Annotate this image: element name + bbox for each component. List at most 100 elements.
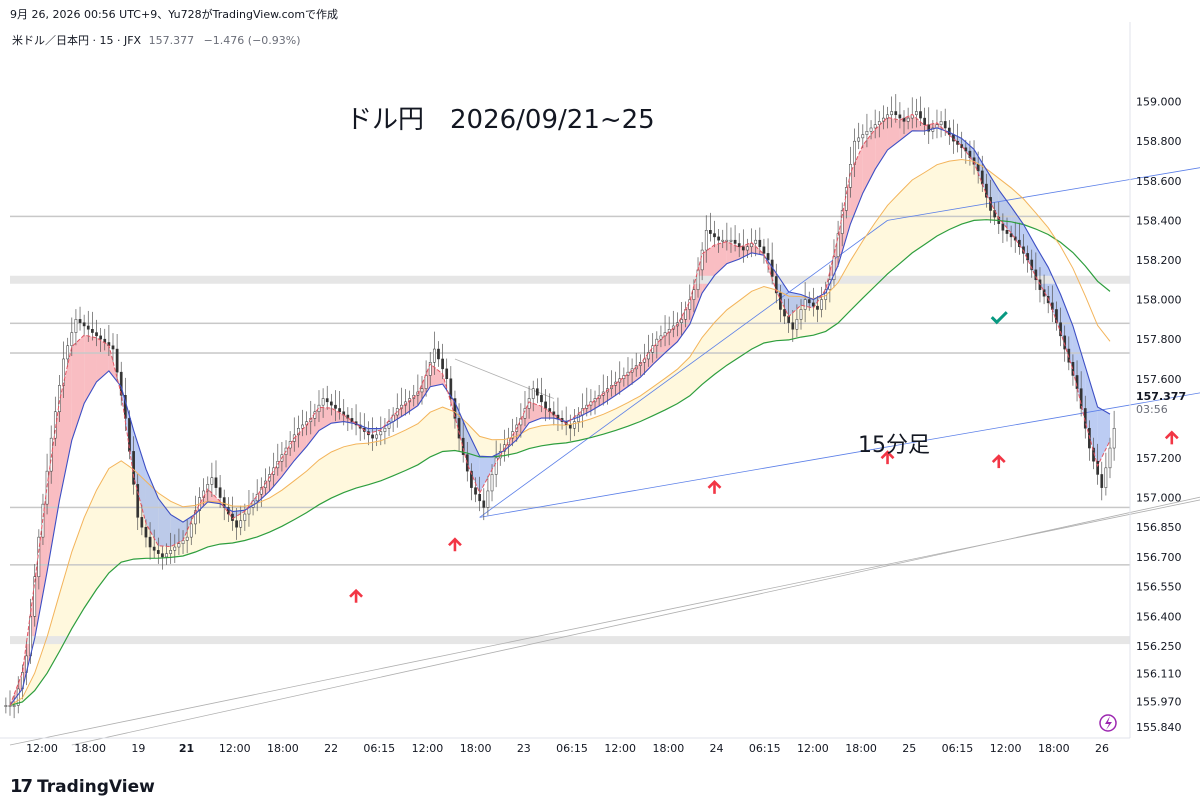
candle-body	[338, 408, 341, 412]
x-tick-label: 18:00	[74, 742, 106, 755]
candle-body	[758, 239, 762, 248]
candle-body	[132, 451, 135, 485]
candle-body	[568, 424, 572, 429]
candle-body	[527, 398, 531, 409]
price-tag-value: 157.377	[1136, 390, 1187, 403]
candle-body	[704, 230, 708, 251]
ema-cloud-up	[714, 241, 727, 276]
candle-body	[692, 289, 696, 300]
y-tick-label: 158.800	[1136, 135, 1182, 148]
candle-body	[927, 124, 931, 132]
candle-body	[470, 470, 473, 488]
candle-body	[235, 520, 238, 528]
candle-body	[923, 117, 926, 125]
candle-body	[762, 246, 766, 254]
candle-body	[321, 398, 325, 406]
y-tick-label: 159.000	[1136, 96, 1182, 109]
x-tick-label: 22	[324, 742, 338, 755]
candle-body	[16, 688, 20, 706]
candle-body	[301, 424, 304, 429]
y-tick-label: 155.970	[1136, 695, 1182, 708]
candle-body	[490, 474, 494, 492]
candle-body	[688, 299, 692, 310]
candle-body	[1009, 233, 1013, 238]
candle-body	[939, 121, 943, 125]
candle-body	[713, 233, 716, 238]
candle-body	[91, 329, 94, 333]
bolt-icon[interactable]	[1099, 714, 1117, 732]
candle-body	[1075, 375, 1079, 389]
creation-info: 9月 26, 2026 00:56 UTC+9、Yu728がTradingVie…	[10, 8, 339, 21]
ema-cloud-up	[331, 408, 344, 424]
candle-body	[746, 246, 749, 251]
candle-body	[259, 487, 263, 495]
candle-body	[906, 117, 910, 122]
candle-body	[836, 233, 840, 257]
candle-body	[943, 121, 947, 129]
candle-body	[717, 236, 720, 241]
candle-body	[585, 404, 589, 409]
candle-body	[218, 487, 222, 498]
candle-body	[276, 460, 280, 469]
y-tick-label: 158.000	[1136, 294, 1182, 307]
x-tick-label: 18:00	[460, 742, 492, 755]
candle-body	[898, 114, 902, 119]
y-tick-label: 158.200	[1136, 254, 1182, 267]
ema-long-line	[9, 219, 1111, 706]
symbol-legend[interactable]: 米ドル／日本円 · 15 · JFX 157.377 −1.476 (−0.93…	[12, 32, 301, 48]
x-tick-label: 18:00	[653, 742, 685, 755]
candle-body	[626, 371, 630, 376]
candle-body	[577, 414, 580, 422]
tv-logo-icon: 17	[10, 776, 33, 797]
trend-line	[479, 220, 888, 518]
x-tick-label: 12:00	[412, 742, 444, 755]
horizontal-zone	[10, 506, 1130, 509]
candle-body	[144, 526, 148, 538]
ema-cloud-down	[158, 498, 171, 547]
candle-body	[902, 117, 906, 122]
candle-body	[169, 550, 173, 554]
up-arrow-icon	[707, 480, 722, 494]
y-tick-label: 156.250	[1136, 640, 1182, 653]
candle-body	[432, 348, 436, 363]
x-tick-label: 12:00	[797, 742, 829, 755]
tradingview-logo[interactable]: 17 TradingView	[10, 776, 155, 797]
candle-body	[1030, 259, 1034, 271]
check-icon	[990, 311, 1008, 325]
candle-body	[1079, 388, 1083, 409]
candle-body	[865, 131, 869, 135]
candle-body	[1067, 348, 1071, 363]
candle-body	[857, 137, 861, 142]
x-tick-label: 26	[1095, 742, 1109, 755]
y-tick-label: 156.110	[1136, 668, 1182, 681]
candle-body	[82, 322, 86, 327]
y-tick-label: 158.600	[1136, 175, 1182, 188]
x-tick-label: 06:15	[556, 742, 588, 755]
ema-cloud-down	[1060, 294, 1073, 370]
candle-body	[647, 352, 650, 360]
candle-body	[243, 513, 247, 521]
candle-body	[766, 253, 770, 261]
timeframe-label: 15分足	[858, 433, 930, 458]
x-tick-label: 19	[131, 742, 145, 755]
ema-cloud-up	[47, 401, 60, 572]
candle-body	[696, 269, 700, 290]
candle-body	[573, 421, 576, 429]
candle-body	[33, 576, 37, 617]
ema-cloud-up	[34, 486, 48, 639]
candle-body	[206, 484, 210, 492]
candle-body	[725, 239, 729, 242]
ema-cloud-up	[726, 241, 740, 264]
chart-title: ドル円 2026/09/21~25	[346, 105, 655, 135]
candle-body	[119, 371, 123, 396]
candle-body	[111, 345, 115, 350]
candle-body	[869, 127, 873, 132]
candle-body	[721, 239, 725, 242]
ema-cloud-down	[467, 430, 480, 493]
candle-body	[78, 319, 82, 323]
candle-body	[161, 553, 164, 558]
bar-countdown: 03:56	[1136, 403, 1168, 416]
candle-body	[494, 457, 498, 475]
ema-cloud-down	[479, 456, 493, 493]
